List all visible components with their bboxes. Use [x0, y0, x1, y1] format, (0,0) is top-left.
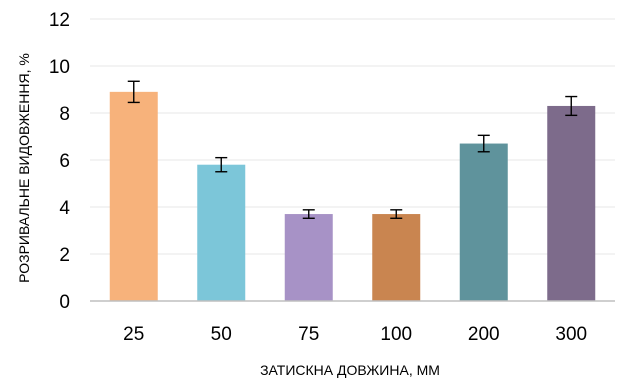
y-tick-label: 8: [59, 104, 70, 125]
bar-25: [109, 91, 158, 301]
bar-100: [372, 214, 421, 301]
x-tick-label: 200: [468, 324, 500, 345]
y-tick-label: 2: [59, 245, 70, 266]
bar-300: [547, 105, 596, 301]
error-bars: [127, 80, 578, 219]
y-tick-label: 0: [59, 292, 70, 313]
bar-50: [197, 164, 246, 301]
y-axis-title: РОЗРИВАЛЬНЕ ВИДОВЖЕННЯ, %: [16, 53, 32, 283]
x-tick-label: 300: [555, 324, 587, 345]
x-axis-title: ЗАТИСКНА ДОВЖИНА, ММ: [260, 362, 440, 378]
bar-75: [284, 214, 333, 301]
x-tick-label: 75: [298, 324, 319, 345]
x-tick-label: 100: [380, 324, 412, 345]
y-tick-labels: 0 2 4 6 8 10 12: [49, 10, 71, 313]
y-tick-label: 6: [59, 151, 70, 172]
y-tick-label: 4: [59, 198, 70, 219]
y-tick-label: 10: [49, 57, 70, 78]
gridlines: [90, 18, 615, 255]
x-tick-label: 25: [123, 324, 144, 345]
x-tick-label: 50: [211, 324, 232, 345]
bars: [109, 91, 596, 301]
bar-200: [459, 143, 508, 301]
x-tick-labels: 25 50 75 100 200 300: [123, 324, 587, 345]
y-tick-label: 12: [49, 10, 70, 31]
